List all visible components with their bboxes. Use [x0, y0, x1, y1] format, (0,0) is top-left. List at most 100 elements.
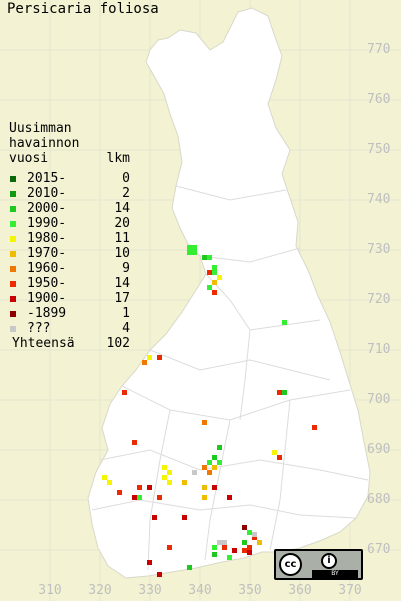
- observation-marker: [137, 485, 142, 490]
- observation-marker: [122, 390, 127, 395]
- legend-row: 1960- 9: [9, 261, 134, 276]
- legend-column-header: vuosi lkm: [9, 151, 134, 166]
- legend-row: 1970- 10: [9, 246, 134, 261]
- legend-row: 2000- 14: [9, 201, 134, 216]
- y-axis-label: 720: [367, 292, 391, 307]
- legend-swatch: [10, 251, 16, 257]
- observation-marker: [187, 565, 192, 570]
- x-axis-label: 350: [238, 583, 262, 598]
- observation-marker: [207, 270, 212, 275]
- legend-label: ???: [27, 321, 51, 336]
- cc-badge-body: cc i BY: [276, 551, 361, 578]
- legend-heading-line-2: havainnon: [9, 136, 80, 151]
- legend-count: 20: [114, 216, 130, 231]
- observation-marker: [222, 540, 227, 545]
- observation-marker: [187, 250, 192, 255]
- observation-marker: [202, 495, 207, 500]
- observation-marker: [167, 545, 172, 550]
- observation-marker: [212, 485, 217, 490]
- legend-heading-line-1: Uusimman: [9, 121, 72, 136]
- observation-marker: [207, 285, 212, 290]
- legend-count: 14: [114, 276, 130, 291]
- y-axis-label: 740: [367, 192, 391, 207]
- observation-marker: [217, 445, 222, 450]
- observation-marker: [252, 532, 257, 537]
- x-axis-label: 310: [38, 583, 62, 598]
- observation-marker: [242, 548, 247, 553]
- observation-marker: [227, 555, 232, 560]
- legend-count: 4: [122, 321, 130, 336]
- observation-marker: [277, 455, 282, 460]
- cc-by-license-badge[interactable]: cc i BY: [274, 549, 363, 580]
- observation-marker: [212, 465, 217, 470]
- legend-count: 14: [114, 201, 130, 216]
- observation-marker: [277, 390, 282, 395]
- y-axis-label: 750: [367, 142, 391, 157]
- observation-marker: [217, 460, 222, 465]
- legend-total-label: Yhteensä: [12, 336, 75, 351]
- legend-row: 1950- 14: [9, 276, 134, 291]
- legend-count: 17: [114, 291, 130, 306]
- legend-count: 11: [114, 231, 130, 246]
- observation-marker: [207, 470, 212, 475]
- observation-marker: [147, 355, 152, 360]
- observation-marker: [162, 475, 167, 480]
- legend-swatch: [10, 326, 16, 332]
- observation-marker: [202, 465, 207, 470]
- legend-label: 1950-: [27, 276, 67, 291]
- observation-marker: [142, 360, 147, 365]
- observation-marker: [157, 355, 162, 360]
- observation-marker: [282, 320, 287, 325]
- observation-marker: [252, 535, 257, 540]
- legend-col-year: vuosi: [9, 151, 49, 166]
- observation-marker: [202, 485, 207, 490]
- legend-swatch: [10, 311, 16, 317]
- legend-label: 1970-: [27, 246, 67, 261]
- y-axis-label: 770: [367, 42, 391, 57]
- legend-row: 1980- 11: [9, 231, 134, 246]
- y-axis-label: 700: [367, 392, 391, 407]
- legend-swatch: [10, 236, 16, 242]
- legend-col-count: lkm: [106, 151, 130, 166]
- y-axis-label: 710: [367, 342, 391, 357]
- observation-marker: [132, 440, 137, 445]
- y-axis-label: 690: [367, 442, 391, 457]
- observation-marker: [222, 545, 227, 550]
- observation-marker: [182, 515, 187, 520]
- observation-marker: [272, 450, 277, 455]
- legend-swatch: [10, 206, 16, 212]
- x-axis-label: 330: [138, 583, 162, 598]
- observation-marker: [212, 280, 217, 285]
- legend-row: 1990- 20: [9, 216, 134, 231]
- observation-marker: [212, 290, 217, 295]
- observation-marker: [152, 515, 157, 520]
- legend-total-row: Yhteensä 102: [9, 336, 134, 351]
- legend-label: -1899: [27, 306, 67, 321]
- legend-row: 2010- 2: [9, 186, 134, 201]
- legend-swatch: [10, 176, 16, 182]
- observation-marker: [182, 480, 187, 485]
- legend-count: 2: [122, 186, 130, 201]
- map-title: Persicaria foliosa: [7, 1, 159, 17]
- observation-marker: [232, 548, 237, 553]
- legend-label: 2010-: [27, 186, 67, 201]
- observation-marker: [247, 550, 252, 555]
- legend-label: 2015-: [27, 171, 67, 186]
- observation-marker: [242, 525, 247, 530]
- legend-label: 1960-: [27, 261, 67, 276]
- legend-swatch: [10, 191, 16, 197]
- observation-marker: [147, 485, 152, 490]
- y-axis-label: 760: [367, 92, 391, 107]
- observation-marker: [207, 460, 212, 465]
- observation-marker: [257, 540, 262, 545]
- observation-marker: [242, 540, 247, 545]
- observation-marker: [217, 540, 222, 545]
- y-axis-label: 680: [367, 492, 391, 507]
- legend-total-count: 102: [106, 336, 130, 351]
- legend-label: 1980-: [27, 231, 67, 246]
- observation-marker: [117, 490, 122, 495]
- legend-row: ??? 4: [9, 321, 134, 336]
- legend-count: 9: [122, 261, 130, 276]
- observation-marker: [212, 265, 217, 270]
- observation-marker: [107, 480, 112, 485]
